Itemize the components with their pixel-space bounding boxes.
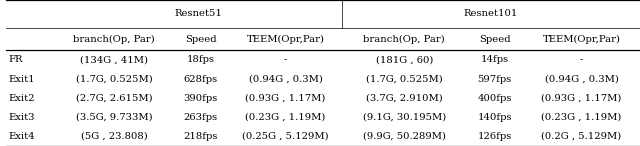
Text: (9.9G, 50.289M): (9.9G, 50.289M) — [363, 132, 446, 141]
Text: TEEM(Opr,Par): TEEM(Opr,Par) — [543, 34, 621, 44]
Text: (0.23G , 1.19M): (0.23G , 1.19M) — [541, 113, 621, 122]
Text: (0.23G , 1.19M): (0.23G , 1.19M) — [245, 113, 326, 122]
Text: 14fps: 14fps — [481, 55, 509, 64]
Text: (9.1G, 30.195M): (9.1G, 30.195M) — [363, 113, 446, 122]
Text: 140fps: 140fps — [477, 113, 512, 122]
Text: Exit2: Exit2 — [8, 94, 35, 103]
Text: Speed: Speed — [185, 35, 216, 44]
Text: (0.93G , 1.17M): (0.93G , 1.17M) — [245, 94, 326, 103]
Text: (0.93G , 1.17M): (0.93G , 1.17M) — [541, 94, 621, 103]
Text: Exit4: Exit4 — [8, 132, 35, 141]
Text: (5G , 23.808): (5G , 23.808) — [81, 132, 147, 141]
Text: 218fps: 218fps — [184, 132, 218, 141]
Text: 263fps: 263fps — [184, 113, 218, 122]
Text: branch(Op, Par): branch(Op, Par) — [73, 34, 155, 44]
Text: -: - — [284, 55, 287, 64]
Text: branch(Op, Par): branch(Op, Par) — [364, 34, 445, 44]
Text: Exit1: Exit1 — [8, 75, 35, 84]
Text: Speed: Speed — [479, 35, 511, 44]
Text: (0.2G , 5.129M): (0.2G , 5.129M) — [541, 132, 621, 141]
Text: (1.7G, 0.525M): (1.7G, 0.525M) — [366, 75, 443, 84]
Text: FR: FR — [8, 55, 23, 64]
Text: -: - — [580, 55, 583, 64]
Text: (134G , 41M): (134G , 41M) — [80, 55, 148, 64]
Text: Resnet51: Resnet51 — [175, 9, 223, 18]
Text: 126fps: 126fps — [477, 132, 512, 141]
Text: 400fps: 400fps — [477, 94, 512, 103]
Text: (2.7G, 2.615M): (2.7G, 2.615M) — [76, 94, 152, 103]
Text: 18fps: 18fps — [187, 55, 214, 64]
Text: (1.7G, 0.525M): (1.7G, 0.525M) — [76, 75, 152, 84]
Text: (3.7G, 2.910M): (3.7G, 2.910M) — [366, 94, 443, 103]
Text: (3.5G, 9.733M): (3.5G, 9.733M) — [76, 113, 152, 122]
Text: TEEM(Opr,Par): TEEM(Opr,Par) — [246, 34, 324, 44]
Text: 597fps: 597fps — [477, 75, 512, 84]
Text: 390fps: 390fps — [184, 94, 218, 103]
Text: Exit3: Exit3 — [8, 113, 35, 122]
Text: (0.25G , 5.129M): (0.25G , 5.129M) — [242, 132, 329, 141]
Text: 628fps: 628fps — [184, 75, 218, 84]
Text: (0.94G , 0.3M): (0.94G , 0.3M) — [545, 75, 618, 84]
Text: (181G , 60): (181G , 60) — [376, 55, 433, 64]
Text: Resnet101: Resnet101 — [464, 9, 518, 18]
Text: (0.94G , 0.3M): (0.94G , 0.3M) — [248, 75, 323, 84]
